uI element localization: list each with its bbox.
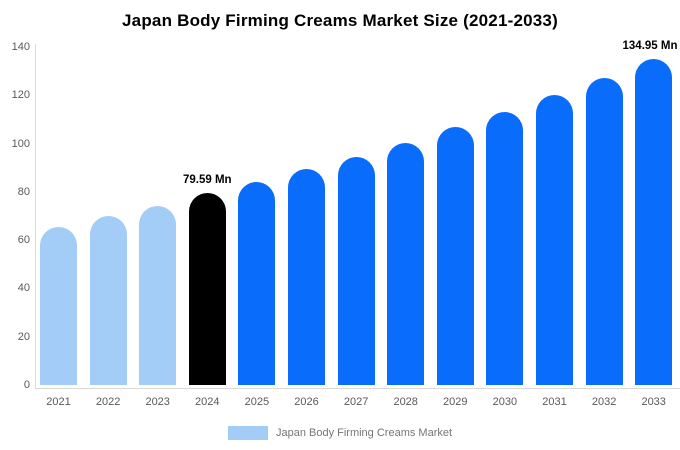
chart-title: Japan Body Firming Creams Market Size (2… bbox=[122, 11, 558, 30]
bar-2028 bbox=[387, 142, 425, 385]
bar-2031 bbox=[536, 95, 573, 385]
y-tick-100: 100 bbox=[11, 137, 30, 150]
y-tick-40: 40 bbox=[17, 282, 30, 295]
bar-2027 bbox=[337, 156, 375, 385]
legend-swatch bbox=[227, 426, 268, 440]
y-tick-20: 20 bbox=[17, 330, 30, 343]
y-tick-60: 60 bbox=[17, 234, 30, 247]
y-tick-120: 120 bbox=[11, 89, 30, 102]
bar-2029 bbox=[436, 127, 474, 385]
x-tick-2033: 2033 bbox=[641, 396, 666, 408]
x-tick-2031: 2031 bbox=[542, 396, 567, 408]
x-tick-2022: 2022 bbox=[95, 396, 121, 408]
bar-2026 bbox=[288, 169, 325, 385]
bar-2021 bbox=[40, 226, 77, 385]
y-axis bbox=[35, 44, 36, 389]
bar-2032 bbox=[585, 77, 623, 385]
x-axis bbox=[35, 388, 680, 389]
x-tick-2023: 2023 bbox=[145, 396, 170, 408]
bar-2030 bbox=[486, 111, 524, 385]
x-tick-2028: 2028 bbox=[393, 396, 418, 408]
annotation-2033: 134.95 Mn bbox=[622, 40, 678, 53]
x-tick-2027: 2027 bbox=[343, 396, 369, 408]
x-tick-2030: 2030 bbox=[492, 396, 518, 408]
bar-2023 bbox=[139, 206, 177, 385]
annotation-2024: 79.59 Mn bbox=[183, 173, 232, 186]
x-tick-2024: 2024 bbox=[195, 396, 220, 408]
bar-2033 bbox=[635, 59, 673, 385]
bar-2025 bbox=[238, 182, 276, 385]
x-tick-2029: 2029 bbox=[443, 396, 468, 408]
x-tick-2025: 2025 bbox=[244, 396, 270, 408]
x-tick-2026: 2026 bbox=[294, 396, 319, 408]
x-tick-2021: 2021 bbox=[46, 396, 71, 408]
y-tick-140: 140 bbox=[11, 41, 30, 53]
x-tick-2032: 2032 bbox=[591, 396, 617, 408]
bar-2024 bbox=[188, 192, 226, 385]
y-tick-80: 80 bbox=[17, 185, 30, 198]
bar-2022 bbox=[89, 215, 127, 385]
y-tick-0: 0 bbox=[23, 379, 30, 391]
legend-label: Japan Body Firming Creams Market bbox=[275, 427, 453, 439]
legend: Japan Body Firming Creams Market bbox=[0, 426, 680, 440]
